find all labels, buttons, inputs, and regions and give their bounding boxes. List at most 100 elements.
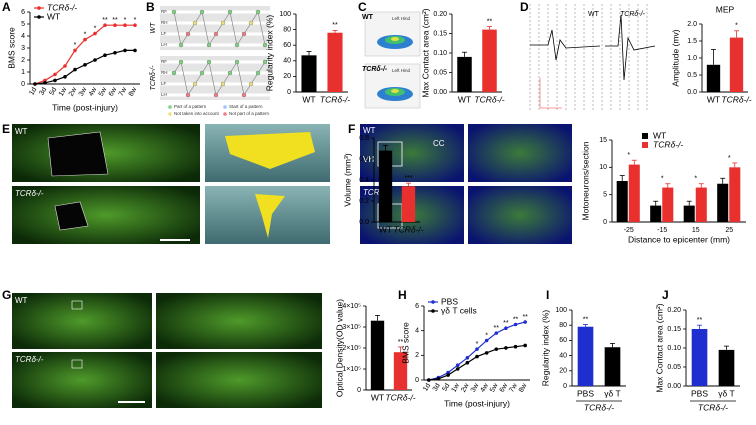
- blob: [391, 37, 399, 41]
- gait-dot: [199, 9, 205, 15]
- gait-dot: [199, 70, 205, 76]
- point: [446, 370, 450, 375]
- point: [494, 331, 499, 335]
- x-tick-label: 5w: [489, 382, 500, 394]
- x-tick-label: PBS: [577, 388, 594, 398]
- y-tick-label: 20: [559, 368, 567, 375]
- legend-dot: [168, 112, 172, 116]
- y-tick-label: 0.15: [433, 30, 447, 37]
- x-tick-label: 1w: [58, 86, 69, 98]
- annotation: *: [74, 42, 77, 49]
- y-axis-label: BMS score: [6, 27, 16, 69]
- point: [475, 354, 479, 359]
- point: [427, 378, 431, 382]
- x-tick-label: 1w: [451, 382, 462, 394]
- annotation: **: [102, 17, 108, 24]
- y-tick-label: 0.8: [359, 135, 369, 142]
- gait-dot: [185, 92, 191, 98]
- group-label: TCRδ-/-: [698, 402, 728, 412]
- x-tick-label: TCRδ-/-: [320, 94, 350, 104]
- x-tick-label: WT: [302, 94, 315, 104]
- bar: [457, 56, 472, 92]
- zoom: [156, 352, 322, 408]
- y-tick-label: 15: [599, 137, 607, 144]
- limb-label: RH: [161, 70, 168, 75]
- x-tick-label: 15: [692, 227, 700, 234]
- y-tick-label: 0.00: [667, 383, 681, 390]
- lesion: [47, 131, 109, 177]
- roi: [71, 300, 83, 310]
- annotation: **: [332, 22, 338, 29]
- group-label: WT: [150, 22, 157, 34]
- gait-dot: [192, 20, 198, 26]
- panel-letter: G: [2, 288, 11, 302]
- y-tick-label: 1×10⁵: [342, 366, 361, 373]
- bar: [628, 164, 640, 222]
- limb-label: LH: [161, 92, 167, 97]
- y-tick-label: 5: [603, 192, 607, 199]
- legend-label: WT: [653, 130, 666, 140]
- gait-dot: [255, 70, 261, 76]
- gait-dot: [262, 59, 268, 65]
- micrograph: [12, 186, 200, 244]
- x-tick-label: 6w: [108, 86, 119, 98]
- point: [63, 75, 67, 79]
- point: [133, 48, 137, 53]
- y-tick-label: 0: [563, 383, 567, 390]
- bar: [604, 347, 621, 386]
- x-tick-label: WT: [371, 392, 384, 402]
- legend-swatch: [642, 142, 648, 148]
- y-tick-label: 0.15: [667, 326, 681, 333]
- legend-dot: [168, 105, 172, 109]
- x-tick-label: 6w: [499, 382, 510, 394]
- gait-dot: [227, 9, 233, 15]
- y-tick-label: 60: [559, 337, 567, 344]
- y-tick-label: 4: [21, 33, 25, 40]
- y-tick-label: 0.2: [359, 198, 369, 205]
- legend-label: WT: [47, 11, 60, 21]
- gait-path: [173, 11, 266, 46]
- y-tick-label: 0.5: [687, 72, 697, 79]
- x-tick-label: 8w: [518, 382, 529, 394]
- blob: [391, 89, 399, 93]
- bar: [378, 150, 393, 222]
- y-axis-label: BMS score: [400, 322, 410, 364]
- y-tick-label: 0.6: [359, 156, 369, 163]
- annotation: **: [503, 320, 509, 327]
- y-tick-label: 0.20: [667, 307, 681, 314]
- gait-dot: [213, 31, 219, 37]
- group-label: TCRδ-/-: [15, 189, 44, 198]
- x-tick-label: 25: [725, 227, 733, 234]
- roi: [71, 359, 83, 369]
- point: [523, 343, 527, 348]
- x-tick-label: TCRδ-/-: [474, 94, 504, 104]
- point: [475, 347, 479, 351]
- point: [455, 367, 460, 371]
- series-line: [428, 321, 526, 381]
- annotation: **: [487, 18, 493, 25]
- y-tick-label: 2: [415, 352, 419, 359]
- y-tick-label: 0.10: [667, 345, 681, 352]
- gait-dot: [234, 59, 240, 65]
- group-label: TCRδ-/-: [620, 11, 646, 18]
- y-axis-label: Optical Density(OD value): [334, 299, 344, 397]
- gait-dot: [185, 31, 191, 37]
- bar: [301, 55, 317, 92]
- point: [513, 344, 518, 349]
- x-tick-label: γδ T: [604, 388, 621, 398]
- bar: [718, 349, 735, 386]
- y-axis-label: Max Contact area (cm²): [420, 8, 430, 97]
- y-tick-label: 0: [21, 81, 25, 88]
- y-tick-label: 0: [357, 387, 361, 394]
- y-tick-label: 2: [21, 57, 25, 64]
- point: [446, 373, 450, 377]
- y-tick-label: 80: [559, 322, 567, 329]
- annotation: *: [124, 17, 127, 24]
- gait-dot: [178, 59, 184, 65]
- x-tick-label: TCRδ-/-: [393, 224, 423, 234]
- y-tick-label: 0.4: [359, 177, 369, 184]
- y-axis-label: Motoneurons/section: [580, 141, 590, 220]
- annotation: *: [728, 155, 731, 162]
- point: [93, 31, 97, 36]
- volume: [255, 194, 285, 238]
